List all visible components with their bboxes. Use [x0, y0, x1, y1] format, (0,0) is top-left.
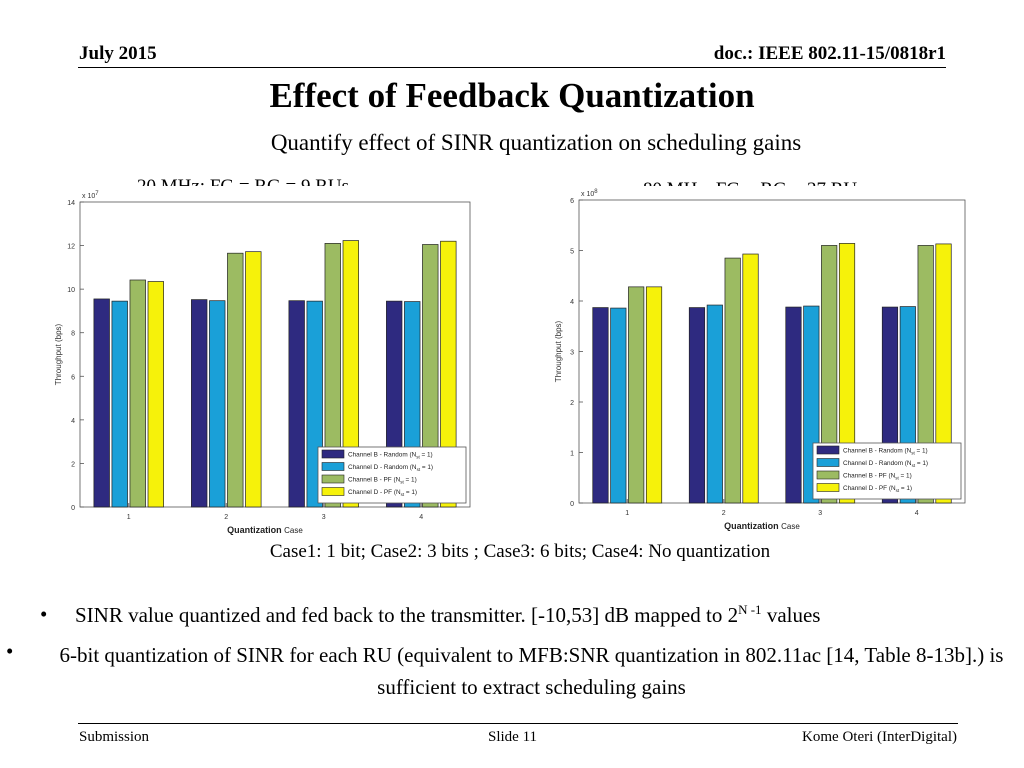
bar — [111, 300, 128, 508]
header-date: July 2015 — [79, 43, 157, 64]
y-tick-label: 14 — [67, 200, 75, 207]
legend-label: Channel B - Random (Nst = 1) — [843, 448, 928, 456]
y-axis-label: Throughput (bps) — [554, 320, 563, 382]
bar — [227, 252, 244, 508]
bar — [422, 244, 439, 508]
bar — [785, 306, 802, 504]
x-tick-label: 2 — [722, 510, 726, 517]
bar — [245, 251, 262, 508]
footer-author: Kome Oteri (InterDigital) — [802, 729, 957, 745]
y-axis-label: Throughput (bps) — [54, 323, 63, 385]
legend-swatch — [321, 487, 345, 496]
y-tick-label: 2 — [570, 400, 574, 407]
header-divider — [78, 67, 946, 68]
bar — [324, 243, 341, 508]
y-tick-label: 8 — [71, 331, 75, 338]
legend-label: Channel D - PF (Nst = 1) — [843, 485, 912, 493]
y-tick-label: 6 — [570, 198, 574, 205]
bullet-dot: • — [40, 602, 48, 626]
bar — [628, 286, 645, 504]
legend-label: Channel B - PF (Nst = 1) — [348, 477, 417, 485]
legend-swatch — [816, 483, 840, 492]
bar — [209, 300, 226, 508]
slide-subtitle: Quantify effect of SINR quantization on … — [270, 130, 802, 155]
bar — [191, 299, 208, 508]
y-exponent-label: x 107 — [82, 191, 99, 200]
bar — [935, 243, 952, 504]
legend-label: Channel B - Random (Nst = 1) — [348, 452, 433, 460]
legend-swatch — [816, 458, 840, 467]
footer-submission: Submission — [79, 729, 150, 745]
legend-swatch — [321, 474, 345, 484]
x-tick-label: 3 — [322, 514, 326, 521]
y-tick-label: 4 — [71, 418, 75, 425]
bar — [838, 243, 856, 504]
bar — [724, 257, 741, 504]
footer-divider — [78, 723, 958, 724]
legend-label: Channel D - Random (Nst = 1) — [843, 460, 928, 468]
y-tick-label: 5 — [570, 249, 574, 256]
bar — [440, 240, 457, 508]
x-tick-label: 4 — [419, 514, 423, 521]
x-axis-label: Quantization Case — [724, 521, 800, 531]
header-doc-id: doc.: IEEE 802.11-15/0818r1 — [713, 43, 946, 64]
bullet-1-text: SINR value quantized and fed back to the… — [75, 602, 821, 627]
legend-label: Channel D - PF (Nst = 1) — [348, 489, 417, 497]
bar — [93, 298, 110, 508]
y-exponent-label: x 108 — [581, 189, 598, 198]
y-tick-label: 3 — [570, 350, 574, 357]
y-tick-label: 6 — [71, 374, 75, 381]
cases-caption: Case1: 1 bit; Case2: 3 bits ; Case3: 6 b… — [269, 541, 771, 562]
x-tick-label: 1 — [625, 510, 629, 517]
y-tick-label: 10 — [67, 287, 75, 294]
bar — [645, 286, 663, 504]
legend-swatch — [816, 445, 840, 455]
bar — [288, 300, 305, 508]
y-tick-label: 2 — [71, 461, 75, 468]
legend-swatch — [321, 449, 345, 459]
y-tick-label: 12 — [67, 244, 75, 251]
legend-label: Channel B - PF (Nst = 1) — [843, 473, 912, 481]
bar — [688, 307, 706, 504]
chart-80mhz: 0 1 2 3 4 5 6 x 108 Throughput (bps) 1 2 3 4 Quantiza… — [552, 186, 972, 536]
x-axis-label: Quantization Case — [227, 525, 303, 535]
x-tick-label: 3 — [818, 510, 822, 517]
bullet-dot: • — [6, 639, 14, 663]
bar — [610, 307, 627, 504]
x-tick-label: 2 — [224, 514, 228, 521]
slide-title: Effect of Feedback Quantization — [269, 76, 755, 115]
bullet-2: • 6-bit quantization of SINR for each RU… — [6, 639, 1024, 703]
bar — [821, 245, 838, 504]
bar — [742, 253, 759, 504]
y-tick-label: 4 — [570, 299, 574, 306]
bar — [147, 281, 164, 508]
bar — [592, 307, 609, 504]
footer-slide-number: Slide 11 — [488, 729, 538, 745]
legend-swatch — [321, 462, 345, 471]
legend-label: Channel D - Random (Nst = 1) — [348, 464, 433, 472]
bar — [342, 240, 359, 508]
x-tick-label: 4 — [915, 510, 919, 517]
y-tick-label: 0 — [570, 501, 574, 508]
legend-swatch — [816, 470, 840, 480]
y-tick-label: 1 — [570, 451, 574, 458]
bar — [917, 245, 934, 504]
x-tick-label: 1 — [127, 514, 131, 521]
y-tick-label: 0 — [71, 505, 75, 512]
bar — [129, 279, 146, 508]
bar — [706, 304, 723, 504]
bullet-2-text: 6-bit quantization of SINR for each RU (… — [59, 643, 1004, 699]
